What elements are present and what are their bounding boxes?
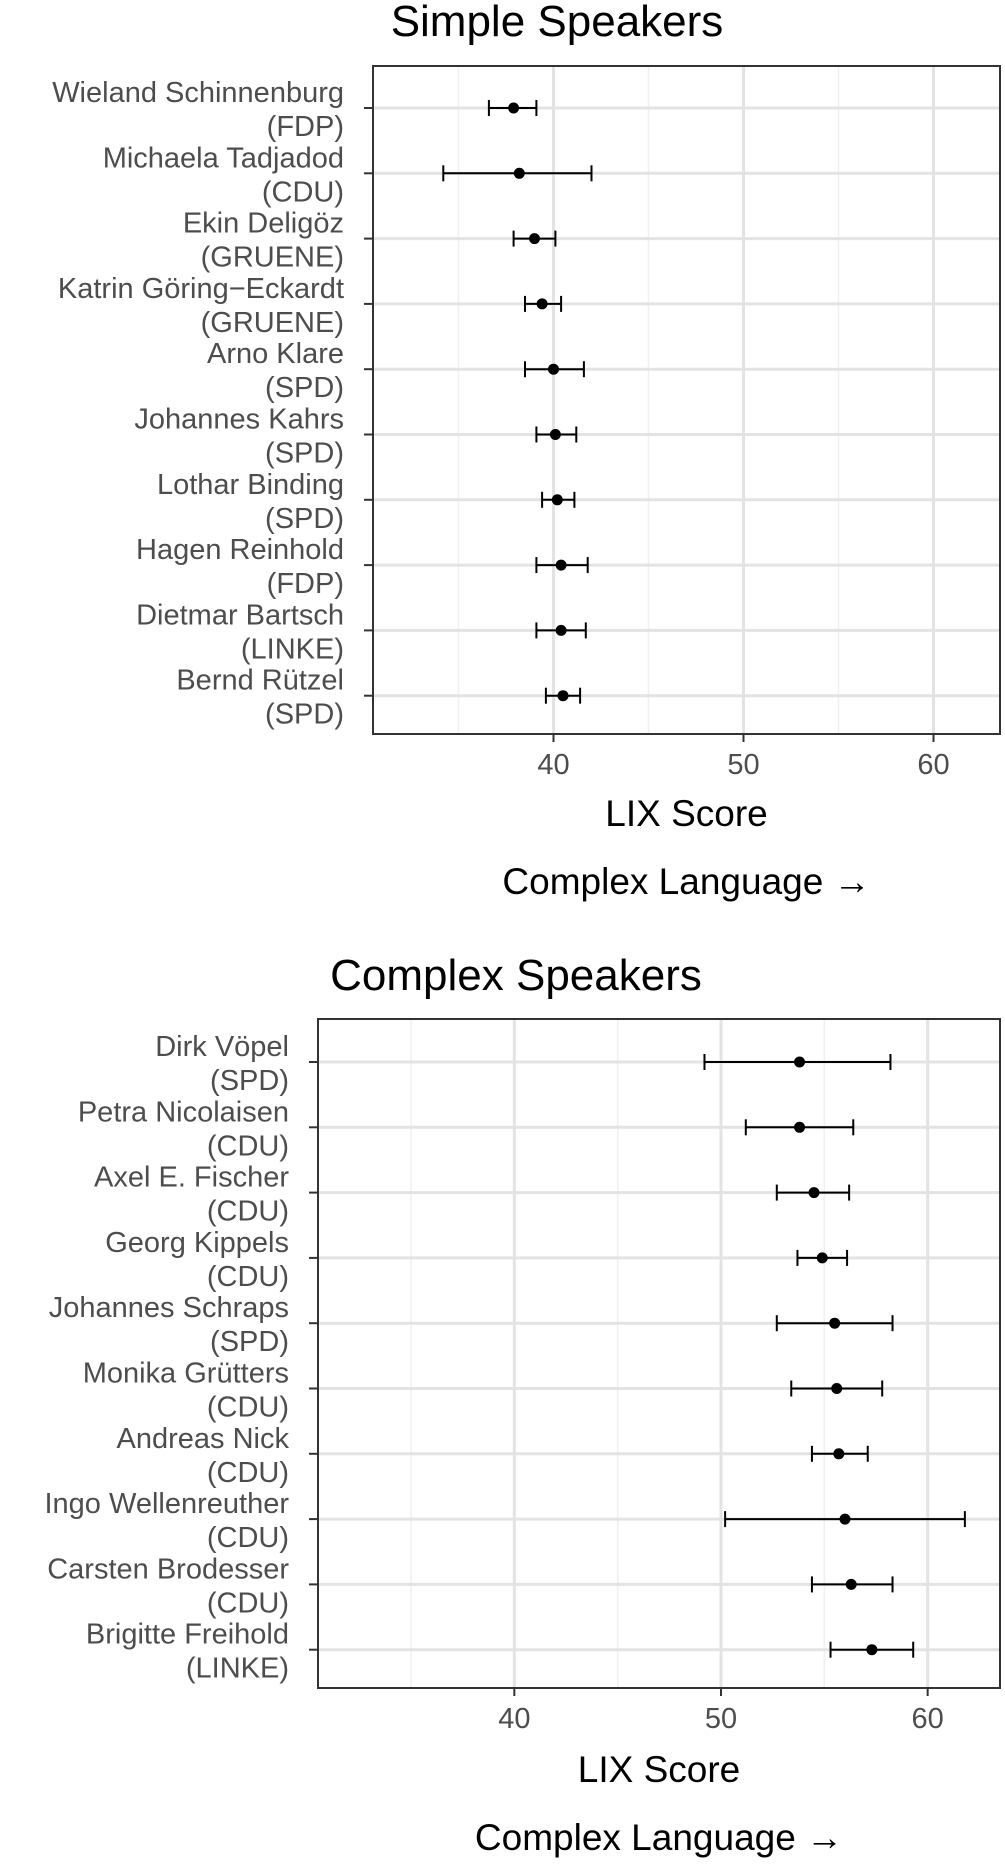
speaker-name-label: Dirk Vöpel bbox=[155, 1031, 289, 1063]
mean-point bbox=[551, 494, 563, 506]
speaker-party-label: (CDU) bbox=[207, 1587, 289, 1619]
x-tick-label: 40 bbox=[537, 749, 569, 781]
speaker-name-label: Arno Klare bbox=[207, 338, 344, 370]
mean-point bbox=[833, 1448, 845, 1460]
speaker-name-label: Lothar Binding bbox=[157, 469, 344, 501]
x-axis-subcaption: Complex Language → bbox=[475, 1817, 843, 1858]
x-tick-label: 60 bbox=[917, 749, 949, 781]
mean-point bbox=[549, 429, 561, 440]
speaker-party-label: (LINKE) bbox=[241, 633, 344, 665]
mean-point bbox=[866, 1644, 878, 1656]
speaker-party-label: (SPD) bbox=[210, 1065, 289, 1097]
chart-title: Complex Speakers bbox=[330, 951, 702, 1000]
chart-title: Simple Speakers bbox=[391, 0, 724, 46]
speaker-party-label: (CDU) bbox=[207, 1392, 289, 1424]
mean-point bbox=[536, 298, 548, 310]
speaker-name-label: Wieland Schinnenburg bbox=[52, 77, 344, 109]
plot-border bbox=[317, 1018, 1001, 1689]
speaker-name-label: Petra Nicolaisen bbox=[78, 1096, 289, 1128]
speaker-party-label: (GRUENE) bbox=[201, 307, 344, 339]
mean-point bbox=[831, 1383, 843, 1394]
mean-point bbox=[839, 1513, 851, 1525]
mean-point bbox=[816, 1252, 828, 1264]
mean-point bbox=[808, 1187, 820, 1199]
speaker-name-label: Hagen Reinhold bbox=[136, 534, 344, 566]
mean-point bbox=[794, 1121, 806, 1133]
x-tick-label: 50 bbox=[727, 749, 759, 781]
speaker-party-label: (CDU) bbox=[262, 176, 344, 208]
x-tick-label: 60 bbox=[912, 1703, 944, 1735]
mean-point bbox=[555, 559, 567, 571]
x-tick-label: 50 bbox=[705, 1703, 737, 1735]
mean-point bbox=[555, 624, 567, 636]
speaker-party-label: (CDU) bbox=[207, 1196, 289, 1228]
mean-point bbox=[513, 167, 525, 179]
x-axis-subcaption: Complex Language → bbox=[502, 861, 870, 902]
mean-point bbox=[508, 102, 520, 114]
speaker-name-label: Ekin Deligöz bbox=[183, 208, 344, 240]
mean-point bbox=[845, 1578, 857, 1590]
plot-border bbox=[372, 65, 1001, 735]
speaker-name-label: Dietmar Bartsch bbox=[136, 599, 344, 631]
x-tick-label: 40 bbox=[498, 1703, 530, 1735]
speaker-party-label: (SPD) bbox=[265, 699, 344, 731]
speaker-name-label: Bernd Rützel bbox=[176, 665, 344, 697]
speaker-name-label: Katrin Göring−Eckardt bbox=[58, 273, 344, 305]
mean-point bbox=[829, 1317, 841, 1329]
mean-point bbox=[529, 233, 540, 245]
speaker-name-label: Georg Kippels bbox=[105, 1227, 289, 1259]
speaker-party-label: (CDU) bbox=[207, 1522, 289, 1554]
speaker-party-label: (GRUENE) bbox=[201, 242, 344, 274]
x-axis-label: LIX Score bbox=[578, 1749, 740, 1790]
speaker-party-label: (SPD) bbox=[265, 372, 344, 404]
speaker-name-label: Carsten Brodesser bbox=[47, 1553, 289, 1585]
mean-point bbox=[794, 1056, 806, 1068]
speaker-party-label: (SPD) bbox=[265, 438, 344, 470]
speaker-party-label: (FDP) bbox=[267, 568, 344, 600]
speaker-name-label: Michaela Tadjadod bbox=[103, 142, 344, 174]
plot-panel bbox=[373, 66, 1000, 734]
mean-point bbox=[557, 690, 569, 702]
x-axis-label: LIX Score bbox=[605, 793, 767, 834]
mean-point bbox=[548, 363, 559, 375]
speaker-name-label: Andreas Nick bbox=[117, 1423, 290, 1455]
speaker-name-label: Brigitte Freihold bbox=[86, 1619, 289, 1651]
speaker-name-label: Johannes Schraps bbox=[49, 1292, 289, 1324]
speaker-party-label: (FDP) bbox=[267, 111, 344, 143]
speaker-party-label: (CDU) bbox=[207, 1457, 289, 1489]
speaker-party-label: (SPD) bbox=[265, 503, 344, 535]
speaker-name-label: Ingo Wellenreuther bbox=[44, 1488, 289, 1520]
speaker-party-label: (LINKE) bbox=[186, 1653, 289, 1685]
speaker-party-label: (CDU) bbox=[207, 1130, 289, 1162]
speaker-name-label: Monika Grütters bbox=[83, 1358, 289, 1390]
speaker-party-label: (SPD) bbox=[210, 1326, 289, 1358]
speaker-name-label: Axel E. Fischer bbox=[94, 1162, 289, 1194]
plot-panel bbox=[318, 1019, 1000, 1688]
speaker-name-label: Johannes Kahrs bbox=[134, 404, 344, 436]
speaker-party-label: (CDU) bbox=[207, 1261, 289, 1293]
